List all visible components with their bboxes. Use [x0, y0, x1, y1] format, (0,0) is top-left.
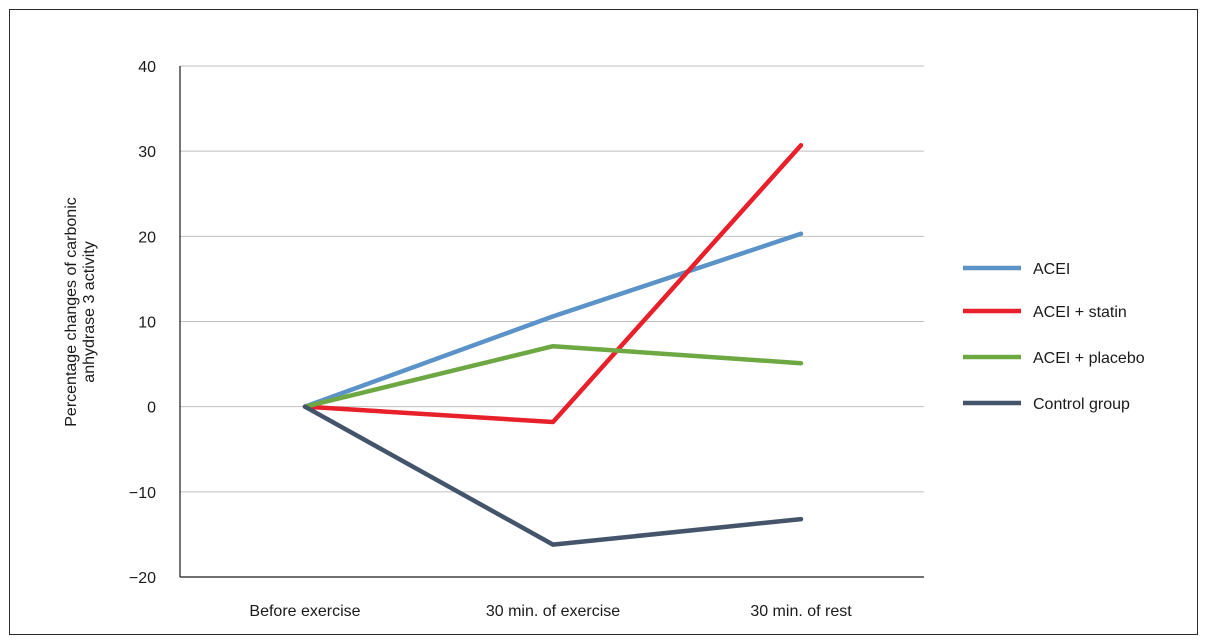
- series-line: [302, 142, 804, 425]
- legend-item: ACEI + statin: [963, 304, 1127, 321]
- y-tick-label: 0: [147, 400, 156, 417]
- series-line: [302, 343, 804, 409]
- y-axis-title-line: anhydrase 3 activity: [81, 241, 98, 382]
- y-tick-label: 20: [138, 229, 156, 246]
- legend-item: Control group: [963, 396, 1130, 413]
- legend: ACEI ACEI + statin ACEI + placebo Control g…: [963, 261, 1145, 413]
- x-tick-label: 30 min. of exercise: [486, 603, 620, 620]
- legend-item: ACEI + placebo: [963, 350, 1145, 367]
- y-tick-labels: 40 30 20 10 0 −10 −20: [129, 59, 156, 587]
- legend-label: ACEI + placebo: [1033, 350, 1145, 367]
- y-axis-title: Percentage changes of carbonicanhydrase …: [63, 197, 98, 426]
- legend-label: ACEI: [1033, 261, 1070, 278]
- x-tick-label: 30 min. of rest: [750, 603, 852, 620]
- series-line: [302, 404, 804, 547]
- y-tick-label: −10: [129, 485, 156, 502]
- y-tick-label: 40: [138, 59, 156, 76]
- y-tick-label: 30: [138, 144, 156, 161]
- x-tick-labels: Before exercise 30 min. of exercise 30 min…: [249, 603, 852, 620]
- y-tick-label: 10: [138, 315, 156, 332]
- y-axis-title-line: Percentage changes of carbonic: [63, 197, 80, 426]
- gridlines: [180, 65, 924, 493]
- series-lines: [302, 142, 804, 547]
- legend-label: ACEI + statin: [1033, 304, 1127, 321]
- axes: [179, 66, 924, 578]
- series-line: [302, 231, 804, 409]
- y-axis-title-text: Percentage changes of carbonicanhydrase …: [63, 197, 98, 426]
- legend-label: Control group: [1033, 396, 1130, 413]
- x-tick-label: Before exercise: [249, 603, 360, 620]
- legend-item: ACEI: [963, 261, 1070, 278]
- y-tick-label: −20: [129, 570, 156, 587]
